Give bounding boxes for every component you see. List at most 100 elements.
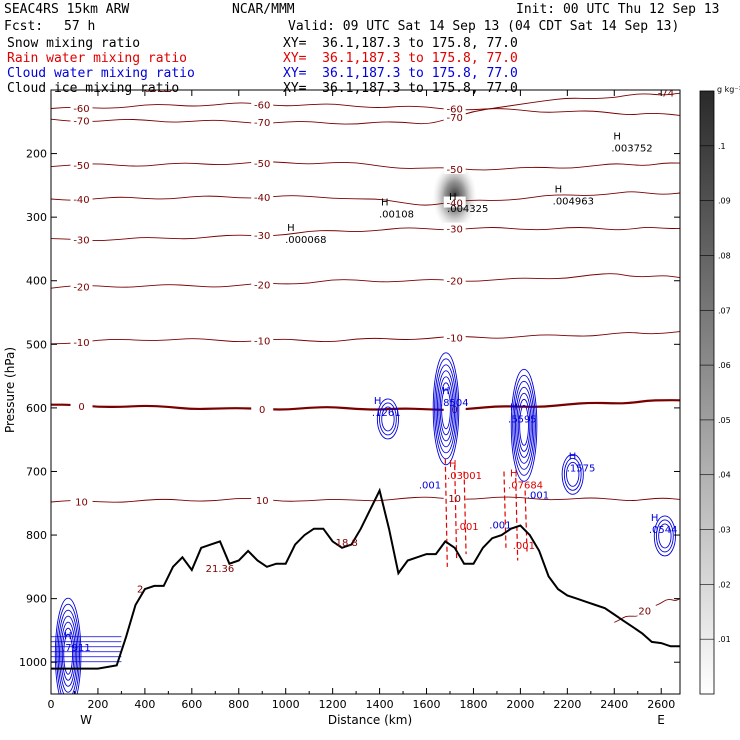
forecast-hour: 57 h (64, 19, 96, 34)
isotherm-label: 10 (448, 494, 461, 505)
isotherm-label-bg (443, 492, 466, 504)
colorbar-tick-label: .01 (718, 635, 731, 644)
isotherm-10 (51, 496, 680, 503)
x-tick-label: 600 (181, 698, 202, 711)
isotherm-label: -20 (447, 276, 463, 287)
isotherm-label: -50 (447, 165, 463, 176)
cloud-water-contour (56, 603, 80, 694)
colorbar-tick-label: .06 (718, 361, 731, 370)
isotherm-label: -10 (254, 337, 270, 348)
isotherm-label: -30 (254, 231, 270, 242)
isotherm-label: 0 (78, 402, 84, 413)
cloud-water-maximum-label: .7911 (62, 643, 91, 654)
cloud-water-contour (516, 392, 532, 458)
x-axis-east: E (657, 713, 665, 727)
isotherm-label: -70 (73, 117, 89, 128)
cloud-water-maximum-label-h: H (442, 386, 450, 397)
rain-water-maximum-label-h: H (449, 459, 457, 470)
cloud-water-maximum-label: .0544 (649, 525, 678, 536)
colorbar-tick-label: .04 (718, 471, 731, 480)
contour-extreme-label: -68.35 (140, 84, 172, 95)
field-snow-name: Snow mixing ratio (7, 36, 141, 51)
isotherm-label-bg (251, 228, 274, 240)
cloud-water-contour (510, 368, 538, 482)
cloud-water-maximum-label: .001 (489, 521, 511, 532)
y-tick-label: 700 (26, 465, 47, 478)
cloud-water-contour (515, 386, 534, 464)
institution: NCAR/MMM (232, 2, 295, 17)
init-time: Init: 00 UTC Thu 12 Sep 13 (516, 2, 720, 17)
contour-extreme-label: 18.8 (336, 538, 358, 549)
isotherm-minus10 (51, 331, 680, 345)
terrain-profile (51, 487, 680, 670)
isotherm-label: -70 (254, 118, 270, 129)
colorbar-tick-label: .05 (718, 416, 731, 425)
colorbar-tick-label: .07 (718, 306, 731, 315)
y-tick-label: 500 (26, 338, 47, 351)
rain-water-maximum-label: .07684 (508, 480, 543, 491)
snow-maximum-label: .003752 (611, 143, 652, 154)
cloud-water-contour (57, 609, 79, 694)
isotherm-label: -20 (254, 281, 270, 292)
snow-maximum-label-h: H (449, 192, 457, 203)
contour-extreme-label: -74 (658, 88, 674, 99)
snow-maximum-label-h: H (613, 131, 621, 142)
cloud-water-maximum-label: .001 (527, 491, 549, 502)
cloud-water-contour (441, 388, 451, 430)
isotherm-label-bg (70, 102, 93, 114)
cloud-water-maximum-label: .001 (419, 480, 441, 491)
cloud-water-contour (519, 404, 529, 446)
cloud-water-contour (512, 374, 536, 476)
isotherm-minus50 (51, 161, 680, 171)
x-tick-label: 1600 (413, 698, 441, 711)
cloud-water-maximum-label: .1575 (567, 463, 596, 474)
cloud-water-maximum-label-h: H (64, 631, 72, 642)
isotherm-label-bg (70, 280, 93, 292)
colorbar-unit: g kg⁻¹ (717, 85, 740, 94)
cloud-water-contour (561, 453, 584, 495)
snow-maximum-label-h: H (287, 223, 295, 234)
x-tick-label: 400 (134, 698, 155, 711)
cloud-water-maximum-label-h: H (569, 451, 577, 462)
isotherm-minus20 (51, 273, 680, 289)
plot-frame (50, 89, 681, 695)
isotherm-label: 0 (259, 405, 265, 416)
x-tick-label: 0 (48, 698, 55, 711)
y-tick-label: 300 (26, 211, 47, 224)
x-tick-label: 2200 (553, 698, 581, 711)
cloud-water-contour (59, 615, 78, 693)
isotherm-label-bg (251, 116, 274, 128)
isotherm-label: -10 (73, 338, 89, 349)
rain-water-maximum-label: .001 (456, 522, 478, 533)
contour-extreme-label: 21.36 (206, 564, 235, 575)
isotherm-label-bg (70, 159, 93, 171)
isotherm-label-bg (443, 110, 466, 122)
isotherm-label-bg (443, 331, 466, 343)
field-ice-xy: XY= 36.1,187.3 to 175.8, 77.0 (283, 81, 518, 96)
x-tick-label: 800 (228, 698, 249, 711)
field-rain-xy: XY= 36.1,187.3 to 175.8, 77.0 (283, 51, 518, 66)
isotherm-0 (51, 399, 680, 411)
isotherm-label: -30 (447, 225, 463, 236)
cloud-water-contour (435, 364, 457, 454)
field-rain-name: Rain water mixing ratio (7, 51, 188, 66)
isotherm-minus60 (51, 102, 680, 116)
cloud-water-maximum-label: .1261 (372, 408, 401, 419)
cloud-water-contour (436, 370, 456, 448)
isotherm-label: -70 (447, 113, 463, 124)
x-tick-label: 1800 (459, 698, 487, 711)
rain-water-contour (444, 458, 448, 567)
valid-time: Valid: 09 UTC Sat 14 Sep 13 (04 CDT Sat … (288, 19, 680, 34)
forecast-label: Fcst: (4, 19, 44, 34)
isotherm-label: -50 (254, 159, 270, 170)
isotherm-label: 10 (256, 496, 269, 507)
x-tick-label: 1200 (319, 698, 347, 711)
isotherm-label: -30 (73, 236, 89, 247)
cloud-water-contour (54, 597, 82, 694)
field-cloud-xy: XY= 36.1,187.3 to 175.8, 77.0 (283, 66, 518, 81)
cloud-water-contour (656, 519, 674, 553)
x-tick-label: 2600 (647, 698, 675, 711)
contour-extreme-label: 2 (137, 584, 143, 595)
colorbar-tick-label: .03 (718, 526, 731, 535)
rain-water-contour (463, 471, 467, 555)
